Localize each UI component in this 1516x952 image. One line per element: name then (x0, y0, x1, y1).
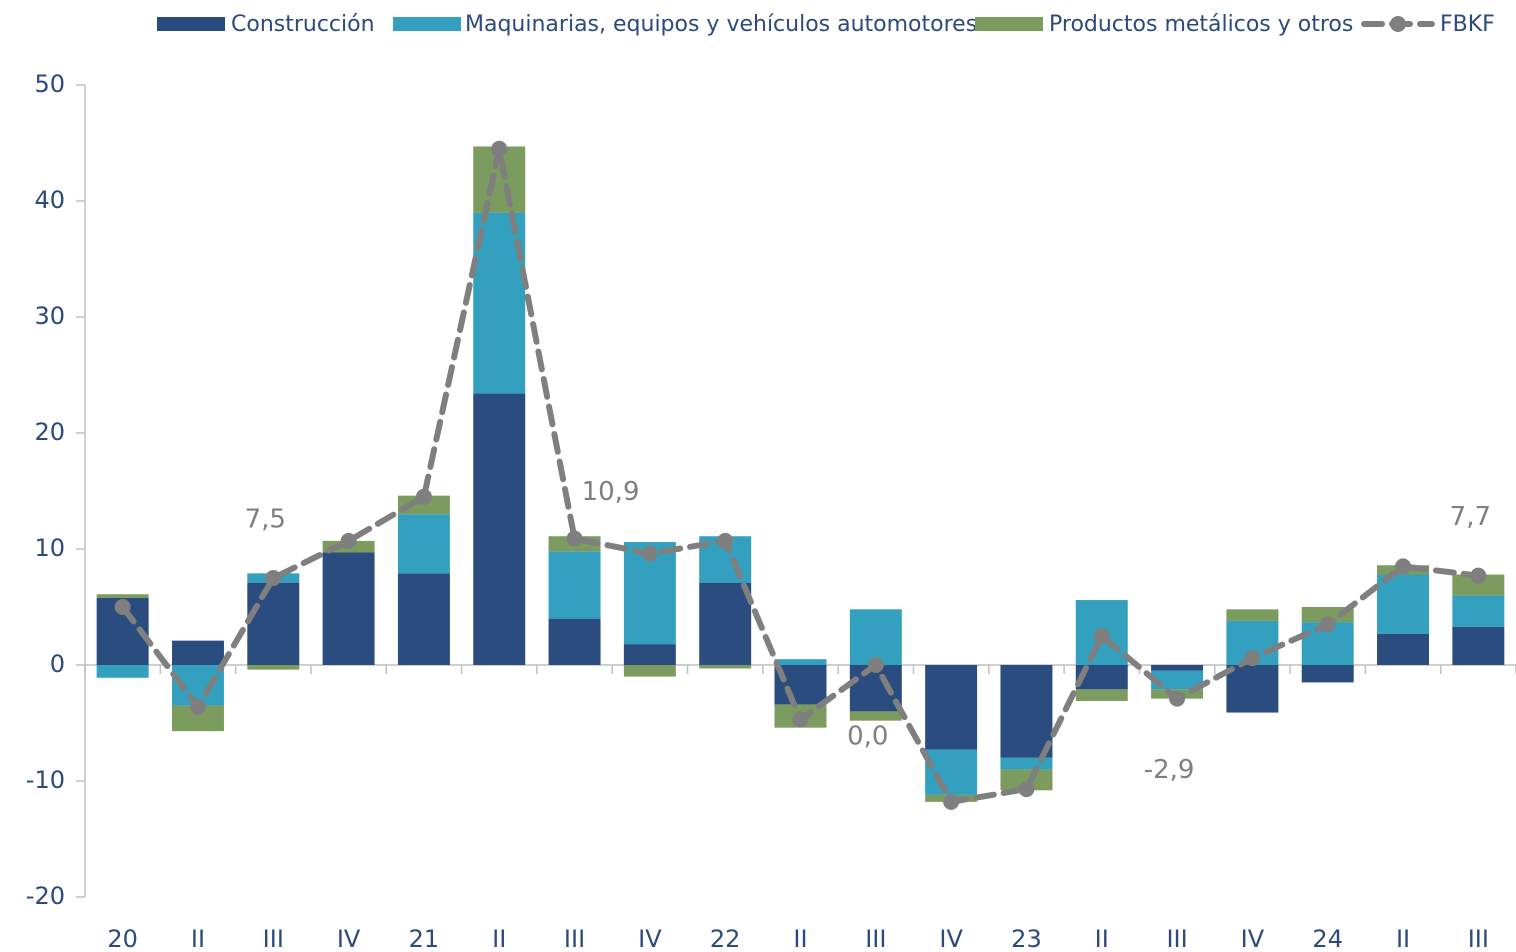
bar-segment (925, 665, 978, 750)
x-tick-label: III (564, 925, 585, 952)
line-marker (867, 657, 884, 673)
x-tick-label: III (1166, 925, 1187, 952)
bar-segment (322, 552, 375, 665)
legend-swatch (975, 17, 1043, 31)
bar-segment (1452, 595, 1505, 627)
data-label: 7,7 (1450, 502, 1491, 532)
line-marker (566, 530, 583, 547)
bar-segment (397, 514, 450, 574)
bar-segment (774, 659, 827, 665)
bar-segment (1452, 626, 1505, 665)
x-tick-label: III (865, 925, 886, 952)
legend-swatch (393, 17, 461, 31)
bar-segment (1377, 633, 1430, 665)
y-tick-label: -10 (26, 766, 65, 794)
x-tick-label: 20 (107, 925, 138, 952)
bar-segment (397, 495, 450, 515)
x-tick-label: IV (638, 925, 662, 952)
bar-segment (925, 749, 978, 795)
data-label: 7,5 (245, 505, 286, 535)
x-tick-label: II (492, 925, 506, 952)
x-tick-label: IV (1241, 925, 1265, 952)
x-tick-label: IV (939, 925, 963, 952)
line-marker (641, 545, 658, 562)
x-tick-label: 24 (1312, 925, 1343, 952)
data-label: 10,9 (582, 477, 640, 507)
legend-label: Productos metálicos y otros (1049, 12, 1353, 37)
bar-segment (548, 551, 601, 619)
y-tick-label: 40 (34, 186, 65, 214)
bar-segment (699, 582, 752, 665)
bar-segment (623, 644, 676, 665)
line-marker (189, 698, 206, 715)
x-tick-label: II (1396, 925, 1410, 952)
legend-label: Construcción (231, 12, 375, 37)
bar-segment (1151, 665, 1204, 671)
bar-segment (1000, 665, 1053, 758)
bar-segment (1301, 665, 1354, 683)
x-tick-label: 22 (710, 925, 741, 952)
line-marker (1395, 558, 1412, 575)
x-tick-label: 21 (409, 925, 440, 952)
bar-segment (1226, 665, 1279, 713)
x-tick-label: III (1468, 925, 1489, 952)
bar-segment (548, 618, 601, 665)
bar-segment (1075, 689, 1128, 701)
y-tick-label: 10 (34, 534, 65, 562)
line-marker (340, 532, 357, 549)
line-marker (491, 140, 508, 157)
line-marker (1244, 650, 1261, 667)
line-marker (265, 570, 282, 586)
line-marker (943, 793, 960, 810)
y-tick-label: 30 (34, 302, 65, 330)
bar-segment (473, 393, 526, 665)
line-marker (415, 488, 432, 505)
bar-segment (623, 665, 676, 677)
x-tick-label: II (1095, 925, 1109, 952)
legend-label: FBKF (1440, 12, 1495, 37)
bar-segment (1000, 757, 1053, 770)
y-tick-label: -20 (26, 882, 65, 910)
legend-swatch (157, 17, 225, 31)
y-tick-label: 20 (34, 418, 65, 446)
x-tick-label: IV (337, 925, 361, 952)
bar-segment (247, 582, 300, 665)
line-marker (114, 599, 131, 615)
bar-segment (849, 609, 902, 665)
bar-segment (96, 594, 149, 598)
legend-label: Maquinarias, equipos y vehículos automot… (465, 12, 977, 37)
line-marker (1093, 628, 1110, 644)
x-tick-label: II (793, 925, 807, 952)
bar-segment (849, 711, 902, 721)
y-tick-label: 0 (50, 650, 65, 678)
data-label: -2,9 (1144, 755, 1195, 785)
bar-segment (171, 640, 224, 665)
x-tick-label: II (191, 925, 205, 952)
bar-segment (1377, 574, 1430, 634)
bar-segment (96, 665, 149, 678)
x-tick-label: 23 (1011, 925, 1042, 952)
x-tick-label: III (263, 925, 284, 952)
bar-segment (1452, 574, 1505, 596)
line-marker (1319, 616, 1336, 633)
bar-segment (1000, 769, 1053, 791)
line-marker (1470, 567, 1487, 584)
bar-segment (1226, 609, 1279, 621)
bar-segment (1151, 670, 1204, 690)
bar-segment (247, 665, 300, 670)
legend-swatch (1390, 16, 1406, 32)
line-marker (717, 532, 734, 549)
y-tick-label: 50 (34, 70, 65, 98)
line-marker (1018, 781, 1035, 798)
bar-segment (699, 665, 752, 669)
data-label: 0,0 (847, 722, 888, 752)
line-marker (792, 711, 809, 728)
bar-segment (397, 573, 450, 665)
line-marker (1169, 690, 1186, 707)
